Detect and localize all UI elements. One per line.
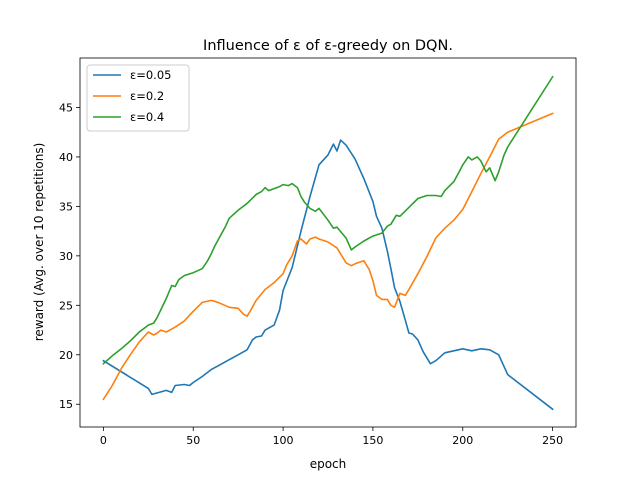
chart-title: Influence of ε of ε-greedy on DQN. [203, 38, 453, 54]
series-line-1 [102, 139, 554, 411]
x-tick-label: 100 [273, 434, 294, 447]
y-tick-label: 40 [59, 151, 73, 164]
legend: ε=0.05 ε=0.2 ε=0.4 [86, 64, 190, 132]
y-axis-ticks: 15 20 25 30 35 40 45 [59, 101, 80, 411]
plot-lines [102, 75, 554, 411]
legend-label-2: ε=0.2 [130, 89, 164, 103]
y-axis-label: reward (Avg. over 10 repetitions) [32, 143, 46, 342]
x-axis-ticks: 0 50 100 150 200 250 [100, 427, 563, 447]
legend-box [86, 64, 190, 132]
y-tick-label: 20 [59, 349, 73, 362]
y-tick-label: 35 [59, 200, 73, 213]
series-line-2 [102, 112, 554, 401]
x-tick-label: 200 [452, 434, 473, 447]
y-tick-label: 25 [59, 299, 73, 312]
x-tick-label: 50 [186, 434, 200, 447]
series-line-3 [102, 75, 554, 365]
axes-frame [79, 57, 577, 428]
y-tick-label: 45 [59, 101, 73, 114]
y-tick-label: 30 [59, 250, 73, 263]
legend-label-3: ε=0.4 [130, 110, 164, 124]
x-tick-label: 250 [542, 434, 563, 447]
y-tick-label: 15 [59, 398, 73, 411]
x-axis-label: epoch [310, 457, 347, 471]
x-tick-label: 0 [100, 434, 107, 447]
legend-label-1: ε=0.05 [130, 68, 171, 82]
x-tick-label: 150 [362, 434, 383, 447]
